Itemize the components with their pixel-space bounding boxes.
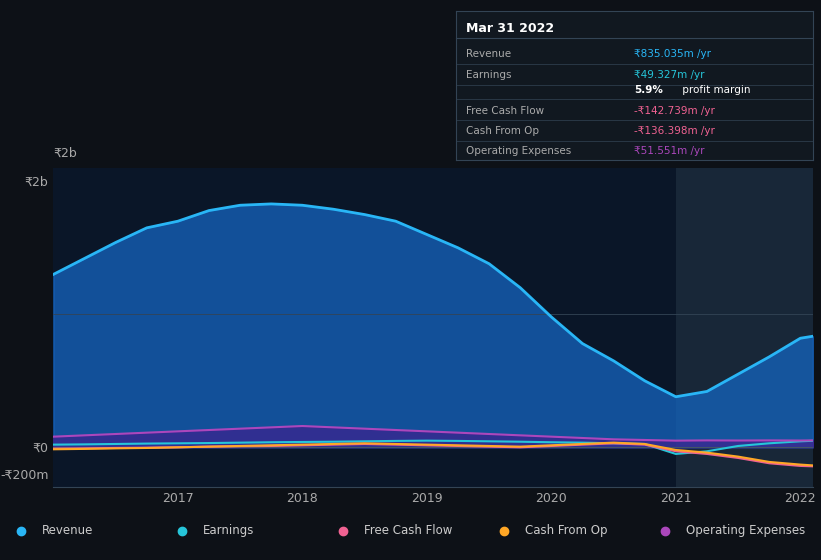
Text: Earnings: Earnings [203,524,255,537]
Text: Operating Expenses: Operating Expenses [686,524,805,537]
Text: profit margin: profit margin [679,85,750,95]
Text: 5.9%: 5.9% [635,85,663,95]
Text: Operating Expenses: Operating Expenses [466,146,571,156]
Text: ₹49.327m /yr: ₹49.327m /yr [635,70,704,80]
Text: Earnings: Earnings [466,70,511,80]
Text: -₹136.398m /yr: -₹136.398m /yr [635,127,715,137]
Text: Cash From Op: Cash From Op [525,524,608,537]
Text: Revenue: Revenue [42,524,94,537]
Text: ₹2b: ₹2b [53,147,77,160]
Text: Revenue: Revenue [466,49,511,59]
Text: ₹51.551m /yr: ₹51.551m /yr [635,146,704,156]
Bar [676,168,819,487]
Text: -₹142.739m /yr: -₹142.739m /yr [635,106,715,115]
Text: ₹835.035m /yr: ₹835.035m /yr [635,49,711,59]
Text: Mar 31 2022: Mar 31 2022 [466,22,554,35]
Text: Free Cash Flow: Free Cash Flow [364,524,452,537]
Text: Cash From Op: Cash From Op [466,127,539,137]
Text: Free Cash Flow: Free Cash Flow [466,106,544,115]
